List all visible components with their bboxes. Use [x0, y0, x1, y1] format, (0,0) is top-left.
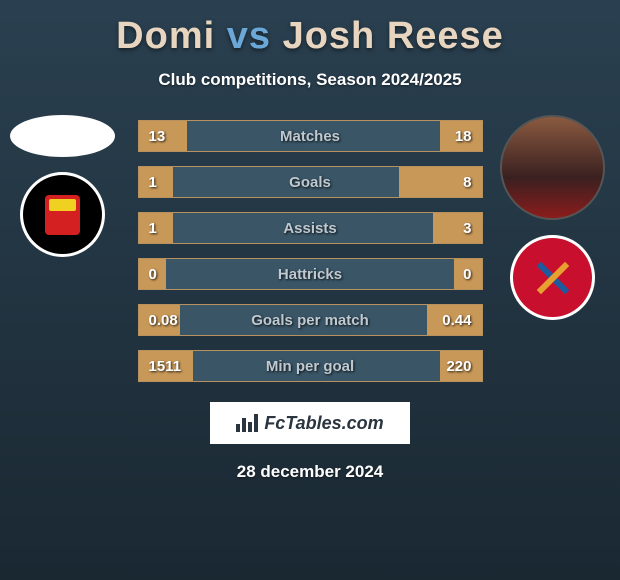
vs-text: vs — [227, 15, 271, 57]
stat-value-left: 1511 — [139, 358, 179, 375]
stat-row: 0.08Goals per match0.44 — [138, 304, 483, 336]
stat-value-right: 3 — [442, 220, 482, 237]
stat-row: 1Goals8 — [138, 166, 483, 198]
stat-label: Assists — [179, 220, 442, 237]
date-text: 28 december 2024 — [0, 462, 620, 482]
chart-icon — [236, 414, 258, 432]
stat-label: Goals per match — [179, 312, 442, 329]
fctables-text: FcTables.com — [264, 413, 383, 434]
player1-panel — [5, 115, 120, 257]
comparison-card: Domi vs Josh Reese Club competitions, Se… — [0, 0, 620, 497]
player2-name: Josh Reese — [283, 15, 504, 57]
stat-label: Goals — [179, 174, 442, 191]
stat-value-left: 13 — [139, 128, 179, 145]
fctables-badge[interactable]: FcTables.com — [210, 402, 410, 444]
stat-value-right: 8 — [442, 174, 482, 191]
page-title: Domi vs Josh Reese — [0, 15, 620, 58]
player1-name: Domi — [116, 15, 215, 57]
stat-row: 1Assists3 — [138, 212, 483, 244]
player2-panel — [495, 115, 610, 320]
player2-photo — [500, 115, 605, 220]
stat-label: Matches — [179, 128, 442, 145]
stat-row: 1511Min per goal220 — [138, 350, 483, 382]
stat-value-left: 0.08 — [139, 312, 179, 329]
stat-value-right: 18 — [442, 128, 482, 145]
stat-row: 13Matches18 — [138, 120, 483, 152]
stat-value-left: 1 — [139, 220, 179, 237]
stat-label: Hattricks — [179, 266, 442, 283]
stats-table: 13Matches181Goals81Assists30Hattricks00.… — [138, 120, 483, 382]
subtitle: Club competitions, Season 2024/2025 — [0, 70, 620, 90]
player2-club-badge — [510, 235, 595, 320]
stat-value-right: 0.44 — [442, 312, 482, 329]
stat-label: Min per goal — [179, 358, 442, 375]
player1-club-badge — [20, 172, 105, 257]
player1-photo — [10, 115, 115, 157]
stat-value-left: 1 — [139, 174, 179, 191]
stat-row: 0Hattricks0 — [138, 258, 483, 290]
stat-value-right: 220 — [442, 358, 482, 375]
stat-value-left: 0 — [139, 266, 179, 283]
stat-value-right: 0 — [442, 266, 482, 283]
